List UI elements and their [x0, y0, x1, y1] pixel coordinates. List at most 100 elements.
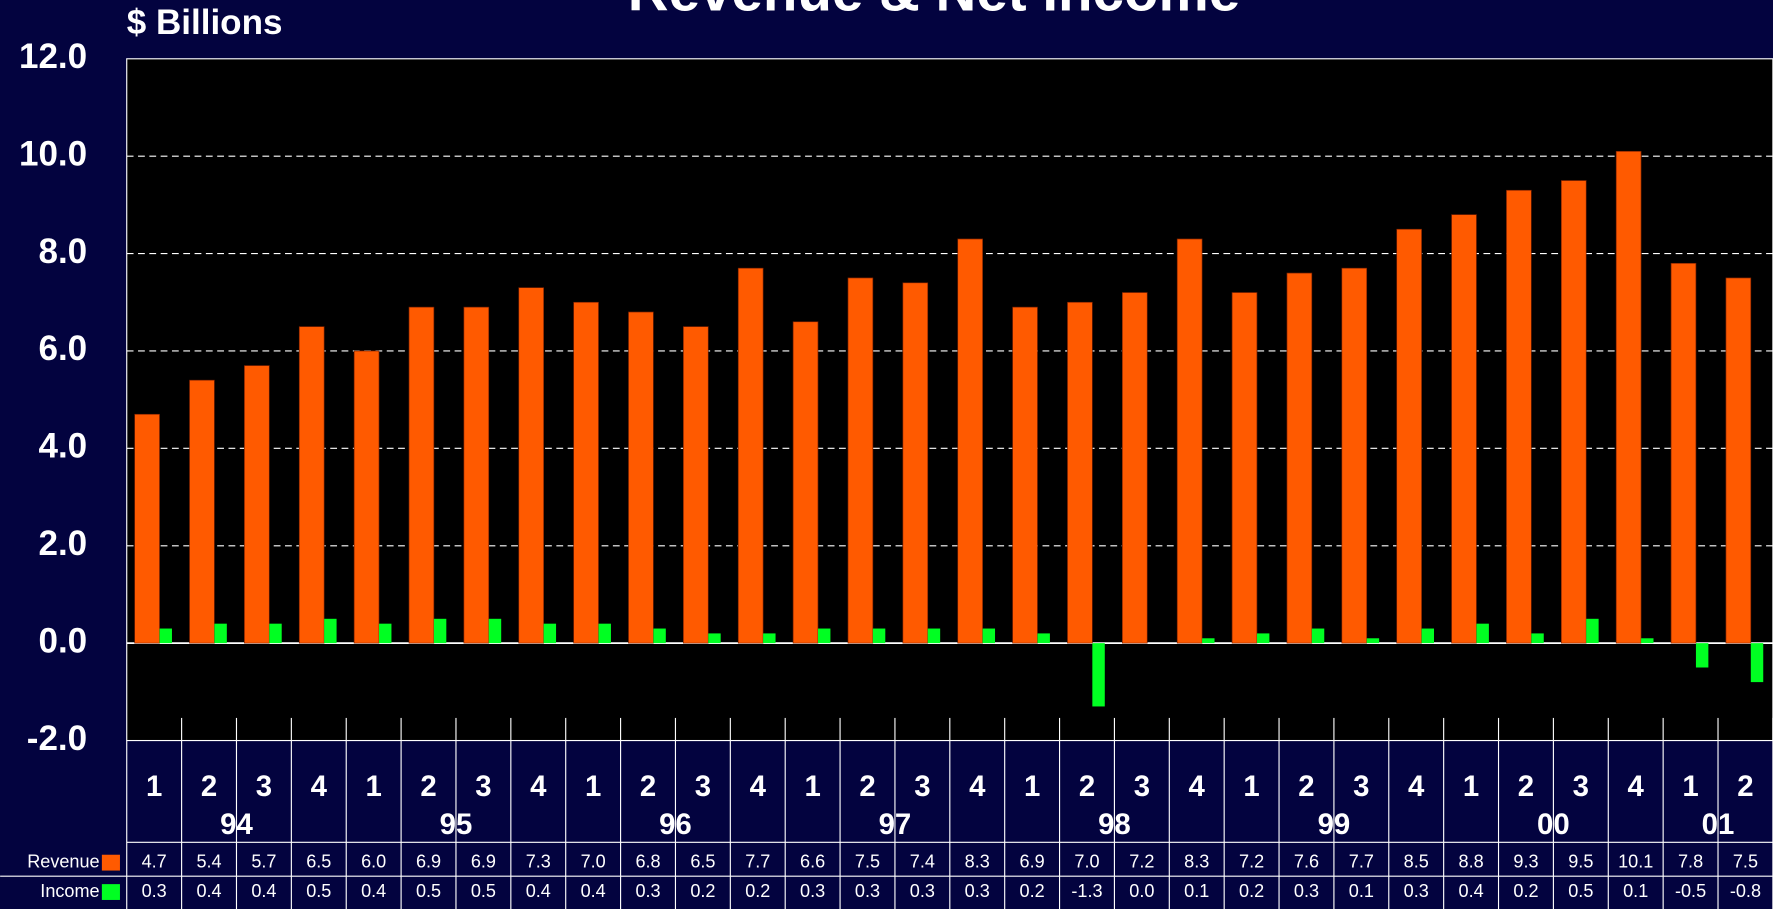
bar [792, 321, 819, 644]
bar [244, 365, 270, 644]
data-label: 6.8 [635, 851, 660, 871]
chart-title: Revenue & Net Income [628, 0, 1240, 22]
bar [1012, 306, 1038, 644]
x-tick-label: 2 [1518, 770, 1534, 803]
year-label: 94 [220, 808, 253, 841]
x-tick-label: 4 [1628, 770, 1645, 803]
bar [518, 287, 544, 644]
data-label: 0.5 [471, 881, 496, 901]
data-label: 0.3 [635, 881, 660, 901]
x-tick-label: 4 [1408, 770, 1425, 803]
x-tick-label: 3 [914, 770, 930, 803]
x-tick-label: 3 [475, 770, 491, 803]
data-label: 0.4 [361, 881, 386, 901]
y-tick-label: -2.0 [27, 719, 87, 758]
bar [927, 628, 941, 644]
data-label: 7.4 [910, 851, 935, 871]
data-label: -1.3 [1071, 881, 1102, 901]
data-label: 6.9 [1020, 851, 1045, 871]
legend-swatch [101, 884, 120, 900]
bar [543, 623, 557, 644]
bar [957, 238, 983, 644]
data-label: 0.5 [416, 881, 441, 901]
data-label: 10.1 [1618, 851, 1653, 871]
y-tick-label: 4.0 [38, 427, 87, 466]
bar [737, 267, 764, 644]
data-label: 6.5 [690, 851, 715, 871]
data-label: 9.3 [1513, 851, 1538, 871]
data-label: 5.4 [196, 851, 221, 871]
data-label: 8.5 [1404, 851, 1429, 871]
y-tick-label: 10.0 [19, 134, 87, 173]
bar [708, 633, 721, 644]
bar [1396, 228, 1422, 644]
x-tick-label: 4 [530, 770, 547, 803]
bar [353, 350, 380, 644]
data-label: 0.3 [800, 881, 825, 901]
data-label: 6.6 [800, 851, 825, 871]
data-label: 0.4 [1459, 881, 1484, 901]
legend-label: Revenue [27, 851, 99, 871]
data-label: 0.3 [910, 881, 935, 901]
x-tick-label: 1 [1463, 770, 1479, 803]
bar [269, 623, 282, 644]
bar [653, 628, 666, 644]
data-label: 0.1 [1184, 881, 1209, 901]
data-label: 0.4 [581, 881, 606, 901]
data-label: 7.8 [1678, 851, 1703, 871]
bar [902, 282, 929, 644]
data-label: 7.7 [1349, 851, 1374, 871]
year-label: 00 [1537, 808, 1570, 841]
data-label: 0.5 [1568, 881, 1593, 901]
data-label: 8.8 [1459, 851, 1484, 871]
data-label: 8.3 [965, 851, 990, 871]
data-label: 0.3 [1404, 881, 1429, 901]
data-label: 0.3 [1294, 881, 1319, 901]
data-label: 7.5 [855, 851, 880, 871]
data-label: 0.4 [196, 881, 221, 901]
y-tick-label: 6.0 [38, 329, 87, 368]
year-label: 95 [440, 808, 473, 841]
bar [847, 277, 874, 644]
x-tick-label: 3 [256, 770, 272, 803]
x-tick-label: 2 [859, 770, 875, 803]
data-label: 7.2 [1239, 851, 1264, 871]
bar [1615, 150, 1642, 644]
bar [982, 628, 996, 644]
data-label: 6.9 [471, 851, 496, 871]
bar [1695, 643, 1709, 668]
data-label: -0.8 [1730, 881, 1761, 901]
data-label: 0.4 [526, 881, 551, 901]
year-label: 97 [879, 808, 912, 841]
bar [628, 311, 654, 644]
bar [1202, 638, 1215, 644]
x-tick-label: 2 [201, 770, 217, 803]
y-axis-label: $ Billions [127, 3, 283, 42]
data-label: 0.0 [1129, 881, 1154, 901]
x-tick-label: 4 [969, 770, 986, 803]
data-label: 0.3 [965, 881, 990, 901]
bar [1311, 628, 1325, 644]
bar [433, 618, 447, 644]
x-tick-label: 3 [1573, 770, 1589, 803]
bar [1341, 267, 1368, 644]
data-label: 6.0 [361, 851, 386, 871]
year-label: 01 [1702, 808, 1735, 841]
x-tick-label: 1 [1682, 770, 1698, 803]
bar [379, 623, 392, 644]
bar [683, 326, 709, 644]
bar [298, 326, 325, 644]
data-label: 0.2 [690, 881, 715, 901]
bar [1506, 189, 1532, 644]
bar [1531, 633, 1544, 644]
data-label: 5.7 [251, 851, 276, 871]
x-tick-label: 2 [420, 770, 436, 803]
bar [1122, 292, 1148, 644]
data-label: 0.3 [142, 881, 167, 901]
bar [159, 628, 172, 644]
x-tick-label: 3 [695, 770, 711, 803]
bar [463, 306, 490, 644]
x-tick-label: 2 [1737, 770, 1753, 803]
bar [1421, 628, 1435, 644]
